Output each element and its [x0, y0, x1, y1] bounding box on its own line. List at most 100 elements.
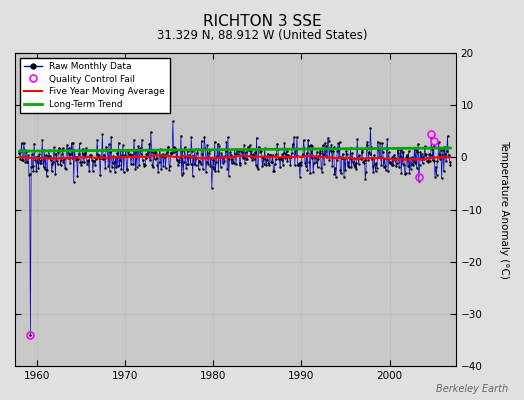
Point: [255, 143, 263, 150]
Point: [86, 151, 94, 158]
Point: [203, 142, 212, 149]
Point: [94, 152, 102, 159]
Point: [304, 137, 312, 143]
Point: [405, 170, 413, 176]
Point: [370, 152, 378, 159]
Point: [302, 163, 310, 169]
Point: [212, 158, 221, 165]
Point: [392, 160, 401, 166]
Point: [184, 161, 192, 168]
Point: [176, 159, 184, 165]
Point: [245, 146, 254, 153]
Point: [288, 140, 297, 147]
Point: [227, 152, 235, 158]
Point: [28, 151, 36, 158]
Point: [389, 162, 397, 168]
Point: [361, 176, 369, 182]
Point: [163, 144, 172, 150]
Point: [271, 156, 280, 162]
Point: [365, 149, 373, 155]
Point: [396, 147, 405, 154]
Point: [123, 166, 132, 173]
Point: [77, 162, 85, 168]
Point: [30, 156, 39, 163]
Point: [431, 173, 439, 180]
Point: [80, 159, 88, 166]
Point: [141, 162, 149, 168]
Point: [93, 136, 102, 143]
Point: [61, 164, 69, 171]
Point: [129, 161, 137, 167]
Point: [266, 152, 275, 158]
Point: [116, 157, 124, 164]
Point: [392, 163, 400, 169]
Point: [244, 144, 252, 150]
Point: [438, 152, 446, 158]
Point: [423, 158, 431, 164]
Point: [115, 162, 124, 168]
Point: [49, 158, 57, 165]
Point: [407, 166, 415, 172]
Point: [216, 154, 224, 160]
Point: [15, 150, 24, 156]
Point: [408, 154, 417, 160]
Point: [29, 168, 38, 174]
Point: [291, 146, 300, 152]
Point: [277, 157, 286, 163]
Point: [167, 149, 175, 156]
Point: [316, 148, 325, 154]
Point: [32, 168, 40, 174]
Point: [414, 141, 422, 147]
Point: [146, 157, 154, 163]
Point: [200, 146, 208, 152]
Point: [39, 154, 47, 161]
Point: [137, 146, 146, 153]
Point: [75, 140, 84, 147]
Point: [335, 139, 344, 145]
Point: [258, 163, 267, 169]
Point: [366, 125, 375, 132]
Point: [117, 166, 126, 172]
Point: [306, 170, 314, 177]
Point: [321, 153, 330, 160]
Point: [380, 156, 389, 162]
Point: [268, 159, 276, 165]
Point: [257, 154, 266, 161]
Point: [75, 151, 83, 157]
Point: [253, 134, 261, 141]
Point: [123, 166, 131, 172]
Point: [90, 158, 98, 164]
Point: [251, 148, 259, 155]
Point: [150, 156, 159, 163]
Point: [79, 146, 87, 152]
Point: [185, 152, 193, 158]
Point: [308, 155, 316, 162]
Point: [200, 134, 209, 141]
Point: [436, 146, 445, 153]
Point: [30, 140, 38, 147]
Point: [379, 164, 388, 170]
Point: [424, 158, 433, 165]
Point: [249, 156, 258, 162]
Point: [394, 147, 402, 154]
Point: [239, 153, 247, 160]
Point: [248, 157, 256, 164]
Point: [66, 160, 74, 167]
Point: [48, 168, 56, 174]
Point: [31, 154, 40, 160]
Point: [425, 150, 433, 157]
Point: [413, 149, 422, 156]
Point: [159, 162, 168, 169]
Point: [293, 162, 302, 168]
Point: [194, 146, 202, 152]
Point: [310, 154, 319, 160]
Point: [305, 158, 314, 165]
Point: [345, 164, 353, 170]
Point: [54, 148, 62, 155]
Point: [45, 147, 53, 154]
Point: [321, 140, 329, 146]
Point: [373, 164, 381, 171]
Point: [267, 159, 276, 165]
Point: [401, 171, 409, 178]
Point: [101, 165, 110, 172]
